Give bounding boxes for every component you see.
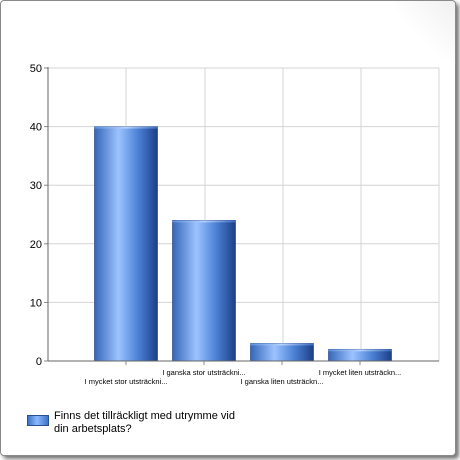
y-tick-label: 10: [30, 297, 42, 309]
y-tick-label: 30: [30, 180, 42, 192]
bar: [94, 126, 158, 362]
axis-layer: [44, 67, 439, 365]
bar-top: [250, 343, 314, 346]
bar: [172, 220, 236, 362]
bar-top: [328, 349, 392, 352]
bar: [250, 343, 314, 362]
x-category-label: I mycket stor utsträckni...: [85, 377, 168, 386]
x-category-label: I mycket liten utsträckn...: [319, 368, 402, 377]
legend: Finns det tillräckligt med utrymme vid d…: [27, 410, 244, 436]
legend-swatch: [27, 415, 49, 426]
y-tick-label: 0: [36, 356, 42, 368]
x-category-label: I ganska stor utsträckni...: [162, 368, 245, 377]
y-tick-label: 40: [30, 122, 42, 134]
y-tick-label: 20: [30, 239, 42, 251]
bar-layer: [94, 126, 392, 362]
bar-top: [94, 126, 158, 129]
x-category-label: I ganska liten utsträckn...: [241, 377, 324, 386]
y-tick-label: 50: [30, 63, 42, 75]
legend-label: Finns det tillräckligt med utrymme vid d…: [54, 410, 235, 435]
bar-top: [172, 220, 236, 223]
